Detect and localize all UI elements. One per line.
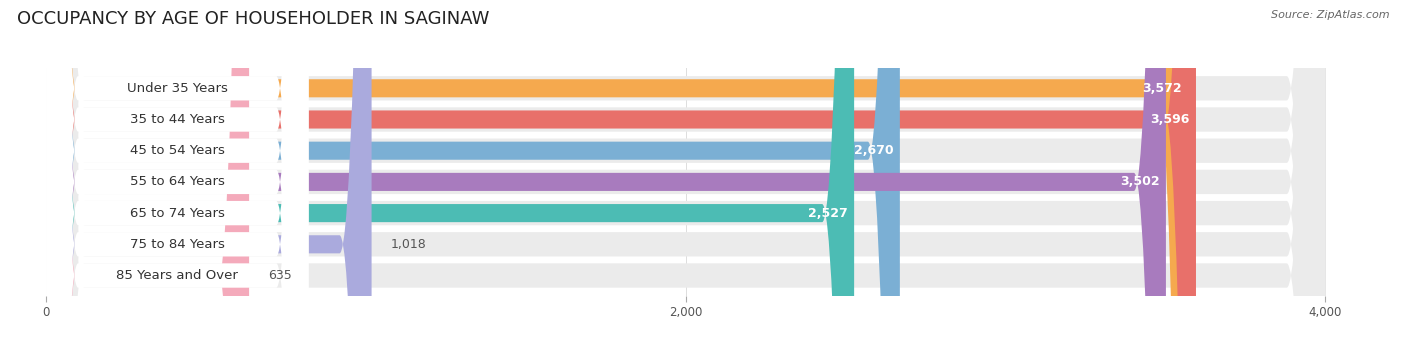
Text: 2,670: 2,670: [853, 144, 893, 157]
Text: 1,018: 1,018: [391, 238, 426, 251]
FancyBboxPatch shape: [46, 0, 1166, 340]
FancyBboxPatch shape: [46, 0, 1326, 340]
FancyBboxPatch shape: [46, 0, 308, 340]
Text: 3,572: 3,572: [1142, 82, 1182, 95]
Text: 3,596: 3,596: [1150, 113, 1189, 126]
FancyBboxPatch shape: [46, 0, 1326, 340]
FancyBboxPatch shape: [46, 0, 308, 340]
FancyBboxPatch shape: [46, 0, 853, 340]
FancyBboxPatch shape: [46, 0, 308, 340]
FancyBboxPatch shape: [46, 0, 308, 340]
FancyBboxPatch shape: [46, 0, 1188, 340]
Text: OCCUPANCY BY AGE OF HOUSEHOLDER IN SAGINAW: OCCUPANCY BY AGE OF HOUSEHOLDER IN SAGIN…: [17, 10, 489, 28]
FancyBboxPatch shape: [46, 0, 371, 340]
FancyBboxPatch shape: [46, 0, 1326, 340]
Text: 2,527: 2,527: [808, 207, 848, 220]
FancyBboxPatch shape: [46, 0, 308, 340]
FancyBboxPatch shape: [46, 0, 1326, 340]
Text: 35 to 44 Years: 35 to 44 Years: [129, 113, 225, 126]
Text: 75 to 84 Years: 75 to 84 Years: [129, 238, 225, 251]
FancyBboxPatch shape: [46, 0, 900, 340]
Text: Under 35 Years: Under 35 Years: [127, 82, 228, 95]
FancyBboxPatch shape: [46, 0, 308, 340]
FancyBboxPatch shape: [46, 0, 1197, 340]
Text: 65 to 74 Years: 65 to 74 Years: [129, 207, 225, 220]
FancyBboxPatch shape: [46, 0, 1326, 340]
Text: Source: ZipAtlas.com: Source: ZipAtlas.com: [1271, 10, 1389, 20]
Text: 3,502: 3,502: [1121, 175, 1160, 188]
FancyBboxPatch shape: [46, 0, 1326, 340]
Text: 85 Years and Over: 85 Years and Over: [117, 269, 238, 282]
FancyBboxPatch shape: [46, 0, 249, 340]
Text: 45 to 54 Years: 45 to 54 Years: [129, 144, 225, 157]
FancyBboxPatch shape: [46, 0, 1326, 340]
Text: 55 to 64 Years: 55 to 64 Years: [129, 175, 225, 188]
Text: 635: 635: [269, 269, 292, 282]
FancyBboxPatch shape: [46, 0, 308, 340]
